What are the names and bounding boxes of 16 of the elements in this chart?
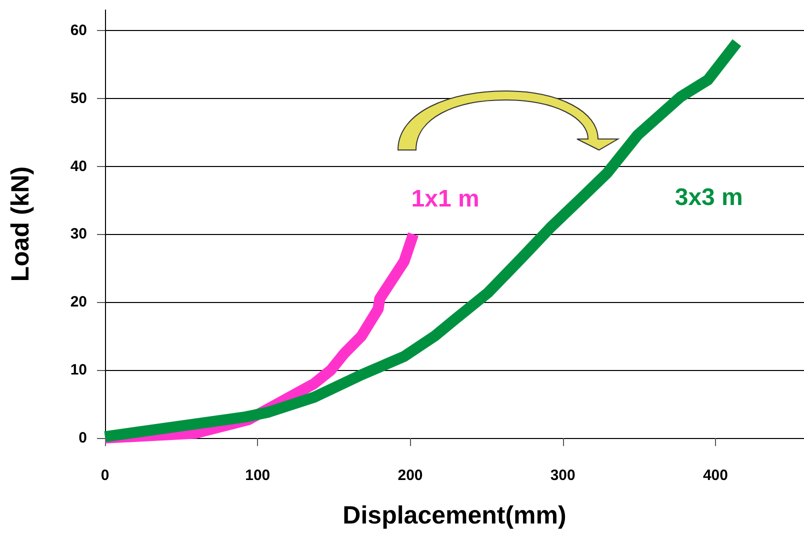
x-tick-label: 200 xyxy=(398,467,423,484)
y-tick-label: 0 xyxy=(78,430,87,446)
x-tick-label: 100 xyxy=(245,467,270,484)
y-tick-label: 40 xyxy=(70,158,87,175)
x-axis-title: Displacement(mm) xyxy=(342,502,566,530)
x-tick-label: 400 xyxy=(702,467,728,484)
y-tick-label: 50 xyxy=(70,90,87,107)
y-tick-label: 10 xyxy=(70,362,87,379)
y-tick-label: 20 xyxy=(70,294,87,311)
x-tick-label: 300 xyxy=(550,467,576,484)
y-axis-title: Load (kN) xyxy=(6,166,34,282)
y-tick-label: 60 xyxy=(70,22,87,39)
y-tick-label: 30 xyxy=(70,226,87,243)
text: 3x3 m xyxy=(674,184,743,212)
x-tick-label: 0 xyxy=(100,467,110,484)
series-label: 1x1 m xyxy=(411,186,480,213)
